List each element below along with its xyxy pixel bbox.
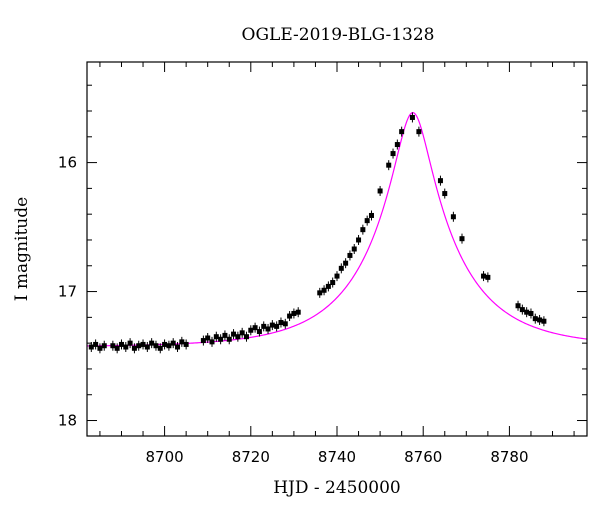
data-point bbox=[123, 342, 129, 353]
data-point bbox=[437, 175, 443, 186]
x-tick-label: 8740 bbox=[318, 448, 356, 466]
data-point bbox=[140, 339, 146, 350]
data-point bbox=[541, 316, 547, 327]
data-point bbox=[416, 126, 422, 137]
x-tick-label: 8720 bbox=[232, 448, 270, 466]
data-point bbox=[274, 321, 280, 332]
data-point bbox=[321, 285, 327, 296]
data-point bbox=[485, 272, 491, 283]
data-point bbox=[131, 343, 137, 354]
data-point bbox=[515, 300, 521, 311]
data-point bbox=[183, 339, 189, 350]
data-point bbox=[532, 313, 538, 324]
y-tick-label: 16 bbox=[58, 154, 77, 172]
data-point bbox=[170, 338, 176, 349]
data-point bbox=[243, 331, 249, 342]
data-point bbox=[528, 308, 534, 319]
y-axis-label: I magnitude bbox=[12, 197, 32, 301]
data-point bbox=[93, 339, 99, 350]
data-point bbox=[248, 325, 254, 336]
data-point bbox=[179, 336, 185, 347]
data-point bbox=[110, 340, 116, 351]
data-point bbox=[356, 234, 362, 245]
data-point bbox=[537, 314, 543, 325]
data-point bbox=[157, 343, 163, 354]
data-point bbox=[282, 318, 288, 329]
data-point bbox=[252, 322, 258, 333]
data-point bbox=[459, 233, 465, 244]
data-point bbox=[209, 336, 215, 347]
data-point bbox=[364, 215, 370, 226]
data-point bbox=[88, 342, 94, 353]
data-point bbox=[377, 185, 383, 196]
data-point bbox=[162, 339, 168, 350]
x-axis-label: HJD - 2450000 bbox=[273, 478, 401, 498]
data-point bbox=[269, 320, 275, 331]
data-point bbox=[351, 244, 357, 254]
x-tick-label: 8780 bbox=[490, 448, 528, 466]
data-point bbox=[200, 335, 206, 346]
data-point bbox=[222, 330, 228, 341]
data-point bbox=[481, 271, 487, 282]
data-point bbox=[278, 317, 284, 328]
data-point bbox=[287, 311, 293, 322]
model-curve bbox=[86, 112, 588, 347]
data-point bbox=[261, 321, 267, 332]
data-point bbox=[97, 343, 103, 354]
y-tick-label: 18 bbox=[58, 412, 77, 430]
data-point bbox=[226, 334, 232, 345]
data-point bbox=[205, 332, 211, 343]
data-point bbox=[166, 340, 172, 351]
data-point bbox=[317, 287, 323, 298]
y-tick-label: 17 bbox=[58, 283, 77, 301]
data-point bbox=[442, 188, 448, 199]
data-point bbox=[101, 340, 107, 351]
data-point bbox=[291, 308, 297, 319]
axis-ticks bbox=[87, 62, 587, 436]
data-point bbox=[114, 343, 120, 354]
tick-labels: 8700 8720 8740 8760 8780 16 17 18 bbox=[58, 154, 529, 466]
data-point bbox=[330, 277, 336, 288]
data-point bbox=[239, 327, 245, 338]
x-tick-label: 8760 bbox=[404, 448, 442, 466]
data-point bbox=[334, 271, 340, 282]
data-point bbox=[136, 340, 142, 351]
data-point bbox=[218, 334, 224, 345]
data-point bbox=[144, 342, 150, 353]
x-tick-label: 8700 bbox=[145, 448, 183, 466]
data-point bbox=[295, 307, 301, 318]
data-point bbox=[524, 307, 530, 318]
data-point bbox=[394, 139, 400, 150]
data-point bbox=[343, 258, 349, 269]
data-point bbox=[386, 160, 392, 171]
data-point bbox=[347, 250, 353, 261]
plot-frame bbox=[86, 61, 588, 437]
data-point bbox=[519, 304, 525, 315]
data-point bbox=[399, 126, 405, 137]
data-point bbox=[450, 211, 456, 222]
data-point bbox=[153, 340, 159, 351]
data-point bbox=[149, 338, 155, 349]
data-points bbox=[88, 112, 547, 354]
data-point bbox=[256, 326, 262, 337]
data-point bbox=[231, 329, 237, 340]
data-point bbox=[325, 281, 331, 292]
data-point bbox=[338, 263, 344, 274]
data-point bbox=[360, 224, 366, 235]
data-point bbox=[127, 338, 133, 349]
data-point bbox=[390, 148, 396, 159]
data-point bbox=[175, 342, 181, 353]
model-layer bbox=[86, 112, 588, 347]
data-point bbox=[368, 210, 374, 221]
data-point bbox=[265, 323, 271, 334]
data-point bbox=[213, 331, 219, 342]
data-point bbox=[118, 339, 124, 350]
data-point bbox=[409, 112, 415, 123]
chart-title: OGLE-2019-BLG-1328 bbox=[242, 25, 435, 45]
data-point bbox=[235, 331, 241, 342]
